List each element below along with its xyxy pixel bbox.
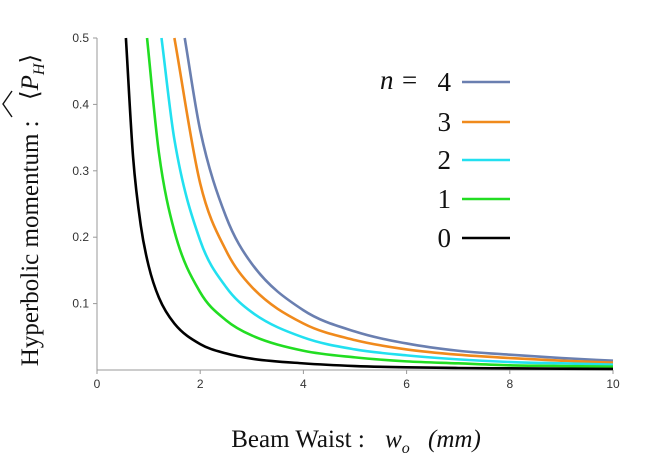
y-axis-subscript: H (31, 62, 48, 76)
x-ticks: 0 2 4 6 8 10 (94, 370, 620, 391)
y-ticks: 0.1 0.2 0.3 0.4 0.5 (72, 31, 97, 311)
svg-text:Hyperbolic momentum : ⟨P: Hyperbolic momentum : ⟨PH⟩ (17, 54, 48, 366)
series-line-n4 (183, 37, 614, 362)
x-axis-subscript: o (402, 440, 410, 457)
x-axis-symbol: w (385, 426, 402, 453)
axes (96, 38, 613, 371)
y-axis-symbol: P (17, 75, 44, 91)
series-line-n2 (160, 37, 614, 366)
legend-label-n3: 3 (438, 107, 452, 137)
y-tick-label: 0.2 (72, 230, 89, 244)
series-line-n3 (173, 37, 614, 364)
x-tick-label: 10 (606, 377, 620, 391)
y-tick-label: 0.5 (72, 31, 89, 45)
series-line-n0 (124, 37, 614, 371)
legend-label-n0: 0 (438, 223, 452, 253)
x-axis-title: Beam Waist : wo (mm) (231, 426, 481, 457)
legend-label-n4: 4 (438, 67, 452, 97)
svg-text:n =: n = (380, 65, 418, 95)
x-tick-label: 0 (94, 377, 101, 391)
series-lines (124, 37, 614, 371)
x-tick-label: 2 (197, 377, 204, 391)
legend-prefix: n = (380, 65, 418, 95)
x-tick-label: 6 (403, 377, 410, 391)
x-tick-label: 8 (506, 377, 513, 391)
series-line-n1 (145, 37, 614, 368)
y-axis-title-text: Hyperbolic momentum : (17, 120, 44, 366)
y-axis-title: Hyperbolic momentum : ⟨PH⟩ (2, 54, 48, 366)
x-axis-title-text: Beam Waist : (231, 426, 365, 453)
legend-label-n2: 2 (438, 145, 452, 175)
y-tick-label: 0.1 (72, 297, 89, 311)
y-tick-label: 0.3 (72, 164, 89, 178)
x-axis-unit: (mm) (428, 426, 481, 453)
hat-symbol (2, 90, 13, 118)
y-tick-label: 0.4 (72, 97, 89, 111)
x-tick-label: 4 (300, 377, 307, 391)
legend: n = 4 3 2 1 0 (380, 65, 510, 253)
legend-label-n1: 1 (438, 184, 452, 214)
